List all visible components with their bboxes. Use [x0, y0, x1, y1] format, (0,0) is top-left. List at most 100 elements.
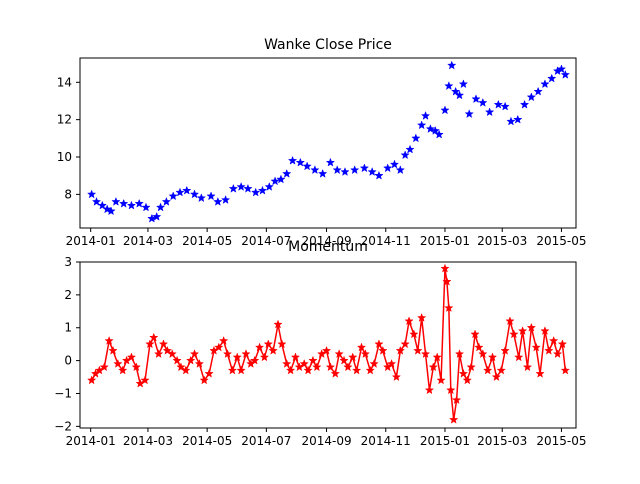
price-data-point — [395, 165, 405, 175]
price-data-point — [540, 79, 550, 89]
momentum-data-point — [343, 362, 353, 372]
momentum-x-tick-label: 2014-09 — [301, 434, 351, 448]
momentum-data-point — [466, 362, 476, 372]
momentum-x-tick-label: 2015-05 — [536, 434, 586, 448]
momentum-data-point — [404, 316, 414, 326]
momentum-data-point — [113, 358, 123, 368]
momentum-data-point — [391, 372, 402, 382]
price-data-point — [155, 202, 166, 212]
momentum-data-point — [321, 345, 332, 355]
price-data-point — [168, 191, 178, 201]
price-data-point — [302, 161, 312, 171]
price-data-point — [350, 165, 360, 175]
momentum-data-point — [263, 339, 273, 349]
momentum-x-tick-label: 2015-03 — [477, 434, 527, 448]
momentum-data-point — [500, 345, 510, 355]
price-data-point — [367, 167, 377, 176]
momentum-data-point — [487, 352, 498, 362]
momentum-data-point — [424, 385, 435, 395]
price-data-point — [236, 181, 246, 191]
price-data-point — [141, 202, 151, 212]
momentum-data-point — [104, 335, 114, 345]
momentum-data-point — [204, 368, 214, 378]
price-data-point — [182, 185, 192, 195]
price-data-point — [126, 200, 137, 210]
price-x-tick-label: 2014-05 — [182, 234, 232, 248]
price-series — [86, 60, 571, 223]
price-y-tick-label: 10 — [57, 150, 72, 164]
momentum-data-point — [273, 319, 283, 329]
price-data-point — [500, 101, 510, 111]
price-data-point — [556, 64, 567, 74]
price-data-point — [478, 97, 488, 107]
price-y-tick-label: 14 — [57, 75, 72, 89]
momentum-data-point — [214, 342, 224, 352]
momentum-data-point — [496, 365, 506, 375]
momentum-data-point — [365, 365, 375, 375]
price-data-point — [189, 189, 200, 199]
momentum-data-point — [552, 349, 563, 359]
price-data-point — [340, 167, 350, 176]
price-data-point — [134, 198, 144, 208]
momentum-data-point — [483, 365, 493, 375]
momentum-data-point — [522, 362, 533, 372]
price-data-point — [196, 193, 207, 203]
momentum-x-tick-label: 2014-01 — [66, 434, 116, 448]
momentum-y-tick-label: 2 — [64, 288, 72, 302]
momentum-data-point — [126, 352, 137, 362]
price-data-point — [411, 133, 421, 143]
momentum-data-point — [167, 349, 177, 359]
price-data-point — [526, 92, 537, 102]
momentum-data-point — [250, 355, 260, 365]
price-data-point — [102, 204, 112, 214]
momentum-data-point — [505, 316, 515, 326]
price-data-point — [359, 163, 370, 173]
momentum-data-point — [348, 352, 358, 362]
price-x-tick-label: 2014-01 — [66, 234, 116, 248]
price-data-point — [440, 105, 450, 115]
momentum-data-point — [351, 365, 362, 375]
price-x-tick-label: 2014-11 — [361, 234, 411, 248]
momentum-data-point — [162, 345, 173, 355]
momentum-data-point — [194, 358, 205, 368]
momentum-data-point — [374, 339, 384, 349]
price-data-point — [206, 191, 216, 201]
price-data-point — [506, 116, 516, 126]
momentum-data-point — [108, 345, 118, 355]
price-data-point — [430, 125, 440, 135]
momentum-data-point — [428, 362, 438, 372]
momentum-data-point — [560, 365, 571, 375]
momentum-chart-panel: 2014-01 2014-03 2014-05 2014-07 2014-09 2014-… — [54, 239, 586, 448]
momentum-data-point — [557, 339, 568, 349]
momentum-data-point — [386, 358, 397, 368]
momentum-data-point — [416, 312, 427, 322]
momentum-data-point — [544, 345, 554, 355]
momentum-data-point — [470, 329, 480, 339]
momentum-data-point — [369, 358, 379, 368]
momentum-data-point — [517, 326, 528, 336]
price-data-point — [405, 144, 415, 154]
price-data-point — [434, 129, 444, 139]
price-data-point — [161, 196, 172, 206]
price-data-point — [264, 181, 274, 191]
price-x-axis-ticks: 2014-01 2014-03 2014-05 2014-07 2014-09 2014-… — [66, 228, 587, 248]
price-data-point — [332, 165, 342, 175]
momentum-data-point — [308, 355, 318, 365]
momentum-data-point — [282, 358, 292, 368]
price-data-point — [282, 168, 292, 178]
price-data-point — [444, 81, 454, 90]
momentum-y-tick-label: −1 — [54, 386, 72, 400]
price-data-point — [450, 86, 461, 96]
momentum-data-point — [509, 329, 519, 339]
momentum-data-point — [409, 329, 419, 339]
price-chart-panel: Wanke Close Price 2014-01 2014-03 2014-05 2… — [57, 37, 587, 248]
momentum-data-point — [218, 335, 229, 345]
momentum-data-point — [259, 352, 270, 362]
price-data-point — [416, 120, 427, 130]
momentum-x-tick-label: 2014-11 — [361, 434, 411, 448]
price-data-point — [111, 196, 121, 206]
momentum-data-point — [149, 332, 159, 342]
momentum-data-point — [236, 365, 246, 375]
price-plot-frame — [79, 57, 577, 229]
